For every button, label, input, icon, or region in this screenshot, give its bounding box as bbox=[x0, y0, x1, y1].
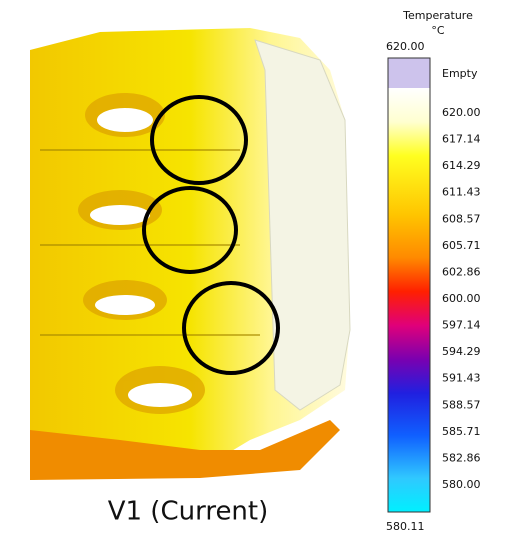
color-bar bbox=[388, 88, 430, 512]
legend-label: 597.14 bbox=[442, 319, 481, 332]
legend-unit: °C bbox=[431, 24, 445, 37]
legend-label: 602.86 bbox=[442, 265, 481, 278]
legend-label: 594.29 bbox=[442, 345, 481, 358]
legend-label: 588.57 bbox=[442, 398, 481, 411]
caption: V1 (Current) bbox=[108, 497, 269, 527]
engine-image bbox=[30, 28, 351, 480]
legend-label: 600.00 bbox=[442, 292, 481, 305]
legend-label: 611.43 bbox=[442, 186, 481, 199]
legend-title: Temperature bbox=[402, 9, 473, 22]
color-bar-frame bbox=[387, 57, 431, 513]
legend-label: 591.43 bbox=[442, 372, 481, 385]
legend-label: 605.71 bbox=[442, 239, 481, 252]
legend-label: 582.86 bbox=[442, 451, 481, 464]
legend-label: 620.00 bbox=[442, 106, 481, 119]
legend-max-label: 620.00 bbox=[386, 40, 425, 53]
empty-swatch bbox=[388, 58, 430, 88]
legend-label: 608.57 bbox=[442, 212, 481, 225]
legend-label: 617.14 bbox=[442, 133, 481, 146]
legend-label: 585.71 bbox=[442, 425, 481, 438]
legend-label: 614.29 bbox=[442, 159, 481, 172]
legend-min-label: 580.11 bbox=[386, 520, 425, 533]
empty-label: Empty bbox=[442, 67, 478, 80]
legend-label: 580.00 bbox=[442, 478, 481, 491]
